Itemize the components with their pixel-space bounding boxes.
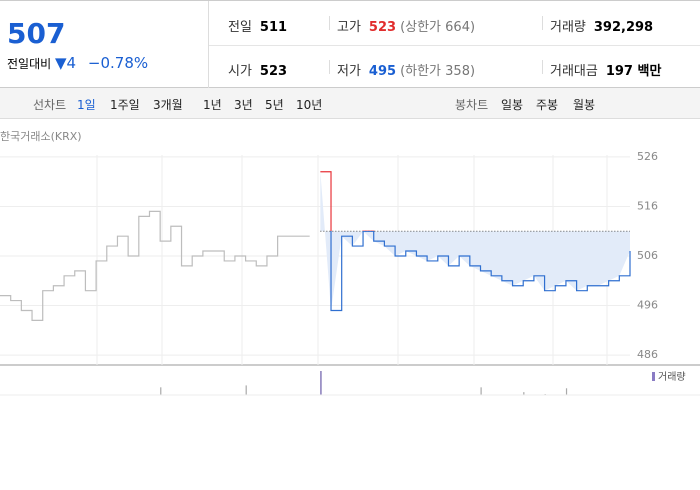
price-panel: 507 전일대비 ▼4 −0.78% (0, 1, 209, 88)
y-tick-label: 526 (637, 150, 658, 163)
tab[interactable]: 3년 (234, 98, 253, 112)
change-label: 전일대비 (7, 57, 52, 71)
divider (542, 60, 543, 74)
stat-value: 495 (368, 64, 397, 79)
stat-note: (하한가 358) (400, 64, 476, 79)
price-line (320, 171, 631, 312)
tab[interactable]: 1일 (77, 98, 96, 112)
stat: 저가 495 (하한가 358) (337, 60, 475, 79)
area-fill (320, 171, 630, 311)
chart: 한국거래소(KRX) 486 496 506 516 526 거래량 (0, 130, 700, 396)
tab[interactable]: 1년 (203, 98, 222, 112)
stat-value: 511 (259, 20, 288, 35)
stat-value: 197 백만 (605, 64, 662, 79)
source: 한국거래소(KRX) (0, 130, 82, 143)
tab-group-label: 선차트 (33, 98, 67, 112)
volume-bar (565, 388, 568, 395)
change: 전일대비 ▼4 −0.78% (7, 54, 148, 72)
stat: 고가 523 (상한가 664) (337, 16, 475, 35)
stat: 전일 511 (228, 16, 287, 35)
stat-label: 거래량 (550, 20, 586, 35)
stat-label: 거래대금 (550, 64, 598, 79)
divider (542, 16, 543, 30)
tab[interactable]: 3개월 (153, 98, 183, 112)
legend-label: 거래량 (658, 371, 686, 383)
volume-bar (160, 387, 162, 395)
stat-label: 시가 (228, 64, 252, 79)
tab[interactable]: 주봉 (536, 98, 559, 112)
y-tick-label: 516 (637, 199, 658, 212)
tab-group-label: 봉차트 (455, 98, 489, 112)
tab[interactable]: 1주일 (110, 98, 140, 112)
change-rate: −0.78% (87, 54, 149, 72)
stat-value: 523 (368, 20, 397, 35)
stat-value: 392,298 (593, 20, 654, 35)
tab[interactable]: 10년 (296, 98, 323, 112)
y-tick-label: 506 (637, 249, 658, 262)
change-value: 4 (66, 54, 77, 72)
stat: 거래대금 197 백만 (550, 60, 661, 79)
stat: 거래량 392,298 (550, 16, 653, 35)
y-tick-label: 496 (637, 299, 658, 312)
divider (329, 16, 330, 30)
tab[interactable]: 5년 (265, 98, 284, 112)
volume-bar (523, 392, 525, 395)
stat-note: (상한가 664) (400, 20, 476, 35)
y-tick-label: 486 (637, 348, 658, 361)
volume-bar (245, 385, 247, 395)
price: 507 (7, 17, 66, 50)
divider (329, 60, 330, 74)
row-divider (209, 45, 700, 46)
change-arrow: ▼ (55, 54, 67, 72)
quote-header: 507 전일대비 ▼4 −0.78% 전일 511 고가 523 (상한가 664) 거래… (0, 0, 700, 88)
stat: 시가 523 (228, 60, 287, 79)
volume-bar (320, 371, 322, 395)
tab[interactable]: 월봉 (573, 98, 596, 112)
tab[interactable]: 일봉 (501, 98, 524, 112)
stat-label: 고가 (337, 20, 361, 35)
period-tabs: 선차트 1일 1주일 3개월 1년 3년 5년 10년 봉차트 일봉 주봉 월봉 (0, 88, 700, 119)
stat-value: 523 (259, 64, 288, 79)
stat-label: 전일 (228, 20, 252, 35)
price-line (0, 210, 310, 322)
stat-label: 저가 (337, 64, 361, 79)
legend-swatch (652, 372, 655, 381)
volume-bar (480, 387, 482, 395)
